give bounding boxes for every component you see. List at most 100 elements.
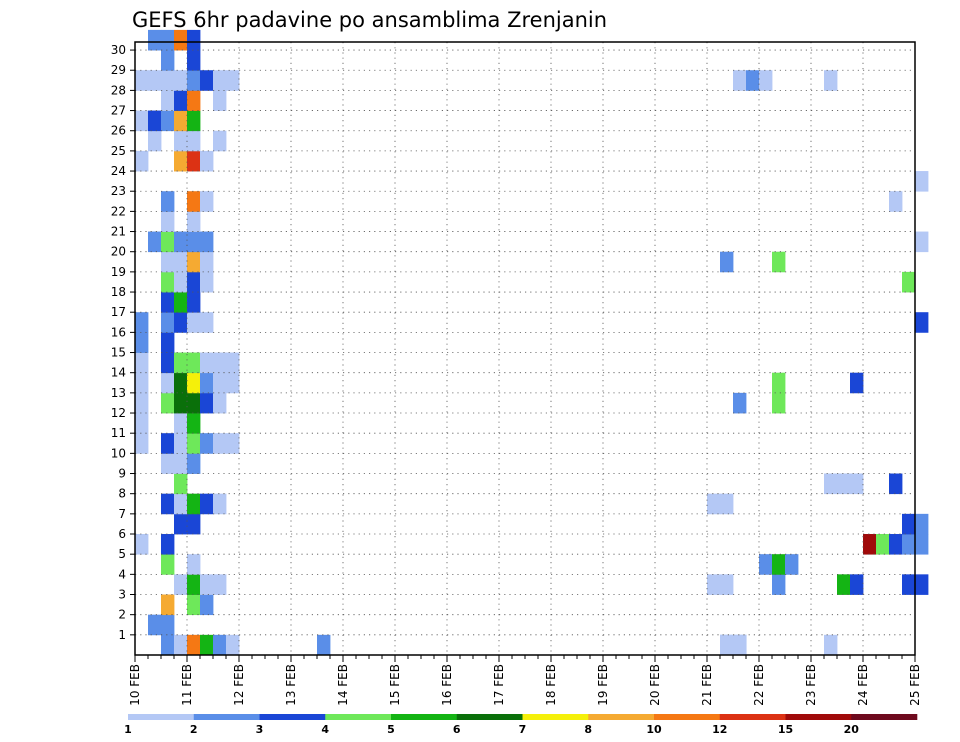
precip-cell [720, 574, 734, 595]
precip-cell [135, 534, 149, 555]
precip-cell [161, 493, 175, 515]
precip-cell [824, 634, 838, 656]
precip-cell [200, 312, 214, 333]
precip-cell [135, 433, 149, 454]
y-tick-label: 9 [118, 467, 126, 481]
precip-cell [187, 594, 201, 616]
precip-cell [174, 90, 188, 111]
x-tick-label: 12 FEB [232, 664, 246, 706]
y-tick-label: 10 [111, 446, 126, 460]
colorbar-label: 3 [256, 723, 264, 736]
precip-cell [148, 29, 162, 51]
precip-cell [135, 413, 149, 434]
precip-cell [187, 574, 201, 595]
precip-cell [187, 50, 201, 71]
precip-cell [200, 150, 214, 172]
precip-cell [213, 433, 227, 454]
precip-cell [187, 433, 201, 454]
precip-cell [915, 574, 929, 595]
precip-cell [174, 453, 188, 474]
colorbar-label: 20 [844, 723, 860, 736]
precip-cell [161, 554, 175, 575]
precip-cell [902, 574, 916, 595]
x-tick-label: 24 FEB [856, 664, 870, 706]
precip-cell [174, 271, 188, 293]
precip-cell [161, 332, 175, 353]
colorbar-label: 2 [190, 723, 198, 736]
colorbar-segment [785, 714, 852, 720]
y-tick-label: 28 [111, 83, 126, 97]
precip-cell [187, 110, 201, 132]
x-tick-label: 23 FEB [804, 664, 818, 706]
y-tick-label: 24 [111, 164, 126, 178]
precip-cell [772, 574, 786, 595]
precip-cell [200, 493, 214, 515]
precip-cell [174, 433, 188, 454]
precip-cell [161, 29, 175, 51]
precip-cell [135, 332, 149, 353]
precip-cell [915, 513, 929, 535]
precip-cell [174, 413, 188, 434]
x-tick-label: 25 FEB [908, 664, 922, 706]
precip-cell [187, 392, 201, 414]
precip-cell [213, 574, 227, 595]
precip-cell [187, 513, 201, 535]
precip-cell [187, 90, 201, 111]
y-tick-label: 4 [118, 567, 126, 581]
precip-cell [902, 534, 916, 555]
precip-cell [889, 473, 903, 495]
precip-cell [850, 372, 864, 394]
precip-cell [187, 453, 201, 474]
precip-cell [187, 29, 201, 51]
precip-cell [746, 70, 760, 91]
precip-cell [174, 150, 188, 172]
precip-cell [174, 392, 188, 414]
precip-cell [161, 191, 175, 212]
y-tick-label: 23 [111, 184, 126, 198]
y-tick-label: 7 [118, 507, 126, 521]
precip-cell [837, 473, 851, 495]
precip-cell [148, 130, 162, 152]
precip-cell [824, 70, 838, 91]
precip-cell [720, 493, 734, 515]
precip-cell [889, 534, 903, 555]
precip-cell [187, 554, 201, 575]
precip-cell [200, 352, 214, 374]
x-tick-label: 19 FEB [596, 664, 610, 706]
precip-cell [187, 372, 201, 394]
precip-cell [733, 392, 747, 414]
precip-cell [174, 29, 188, 51]
x-tick-label: 17 FEB [492, 664, 506, 706]
x-tick-label: 18 FEB [544, 664, 558, 706]
colorbar-segment [719, 714, 786, 720]
precip-cell [161, 433, 175, 454]
colorbar-label: 8 [584, 723, 592, 736]
precip-cell [187, 211, 201, 232]
precip-cell [772, 251, 786, 273]
precip-cell [226, 433, 240, 454]
precip-cell [174, 312, 188, 333]
y-tick-label: 8 [118, 487, 126, 501]
precip-cell [161, 594, 175, 616]
precip-cell [213, 90, 227, 111]
colorbar-segment [522, 714, 589, 720]
y-tick-label: 13 [111, 386, 126, 400]
precip-cell [148, 231, 162, 253]
precip-cell [135, 110, 149, 132]
precip-cell [161, 392, 175, 414]
precip-cell [187, 130, 201, 152]
precip-cell [213, 493, 227, 515]
precip-cell [720, 251, 734, 273]
precip-cell [902, 271, 916, 293]
colorbar-label: 7 [519, 723, 527, 736]
precip-cell [772, 392, 786, 414]
y-tick-label: 6 [118, 527, 126, 541]
colorbar-label: 5 [387, 723, 395, 736]
y-tick-label: 12 [111, 406, 126, 420]
y-tick-label: 27 [111, 104, 126, 118]
y-tick-label: 5 [118, 547, 126, 561]
y-tick-label: 30 [111, 43, 126, 57]
precip-cell [824, 473, 838, 495]
x-tick-label: 10 FEB [128, 664, 142, 706]
